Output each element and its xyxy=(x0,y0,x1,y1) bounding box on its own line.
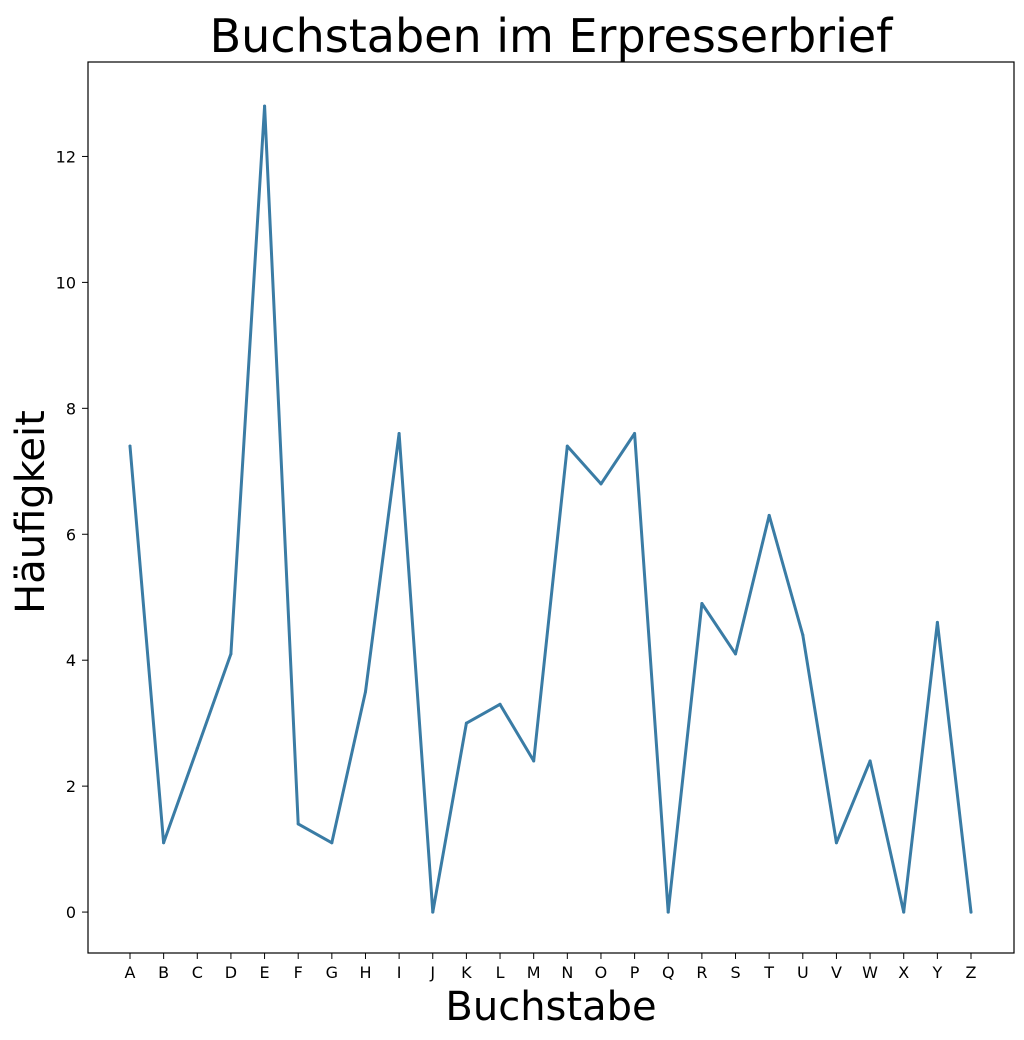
series-line xyxy=(128,104,973,914)
data-point-p xyxy=(633,432,637,436)
data-point-z xyxy=(969,910,973,914)
x-tick-label: G xyxy=(326,963,338,982)
data-point-r xyxy=(700,602,704,606)
x-tick-label: Y xyxy=(931,963,942,982)
data-point-d xyxy=(229,652,233,656)
x-tick-label: L xyxy=(496,963,505,982)
data-point-i xyxy=(397,432,401,436)
data-point-e xyxy=(263,104,267,108)
x-tick-label: J xyxy=(429,963,435,982)
data-point-o xyxy=(599,482,603,486)
x-tick-label: Z xyxy=(966,963,977,982)
x-tick-label: C xyxy=(192,963,203,982)
x-tick-label: M xyxy=(527,963,541,982)
data-point-b xyxy=(162,841,166,845)
y-tick-label: 10 xyxy=(56,273,76,292)
data-point-l xyxy=(498,702,502,706)
x-tick-label: S xyxy=(730,963,740,982)
x-tick-label: H xyxy=(359,963,371,982)
y-axis-label: Häufigkeit xyxy=(8,410,54,614)
data-point-k xyxy=(464,721,468,725)
y-tick-label: 12 xyxy=(56,147,76,166)
x-axis: A B C D E F G H I J K L M N O P Q R S T U V W X Y Z xyxy=(125,953,977,982)
x-tick-label: W xyxy=(862,963,878,982)
x-tick-label: O xyxy=(595,963,608,982)
x-axis-label: Buchstabe xyxy=(445,984,656,1030)
x-tick-label: A xyxy=(125,963,136,982)
y-tick-label: 4 xyxy=(66,651,76,670)
data-point-c xyxy=(195,746,199,750)
x-tick-label: K xyxy=(461,963,472,982)
data-point-u xyxy=(801,633,805,637)
data-point-f xyxy=(296,822,300,826)
x-tick-label: V xyxy=(831,963,842,982)
x-tick-label: B xyxy=(158,963,169,982)
x-tick-label: R xyxy=(696,963,707,982)
plot-frame xyxy=(87,61,1015,954)
data-point-v xyxy=(834,841,838,845)
data-point-w xyxy=(868,759,872,763)
x-tick-label: T xyxy=(763,963,774,982)
data-point-n xyxy=(565,444,569,448)
data-point-m xyxy=(532,759,536,763)
x-tick-label: F xyxy=(294,963,303,982)
x-tick-label: P xyxy=(630,963,640,982)
y-tick-label: 2 xyxy=(66,777,76,796)
x-tick-label: D xyxy=(225,963,237,982)
x-tick-label: Q xyxy=(662,963,675,982)
data-point-t xyxy=(767,513,771,517)
data-point-q xyxy=(666,910,670,914)
data-point-j xyxy=(431,910,435,914)
y-tick-label: 8 xyxy=(66,399,76,418)
y-axis: 0 2 4 6 8 10 12 xyxy=(56,147,88,922)
chart-title: Buchstaben im Erpresserbrief xyxy=(210,9,895,63)
x-tick-label: U xyxy=(797,963,809,982)
x-tick-label: X xyxy=(898,963,909,982)
data-point-x xyxy=(902,910,906,914)
y-tick-label: 0 xyxy=(66,903,76,922)
data-point-y xyxy=(935,620,939,624)
data-point-a xyxy=(128,444,132,448)
y-tick-label: 6 xyxy=(66,525,76,544)
x-tick-label: I xyxy=(397,963,402,982)
data-point-s xyxy=(734,652,738,656)
x-tick-label: N xyxy=(561,963,573,982)
data-point-h xyxy=(363,690,367,694)
data-point-g xyxy=(330,841,334,845)
series-layer xyxy=(128,104,973,914)
x-tick-label: E xyxy=(260,963,270,982)
